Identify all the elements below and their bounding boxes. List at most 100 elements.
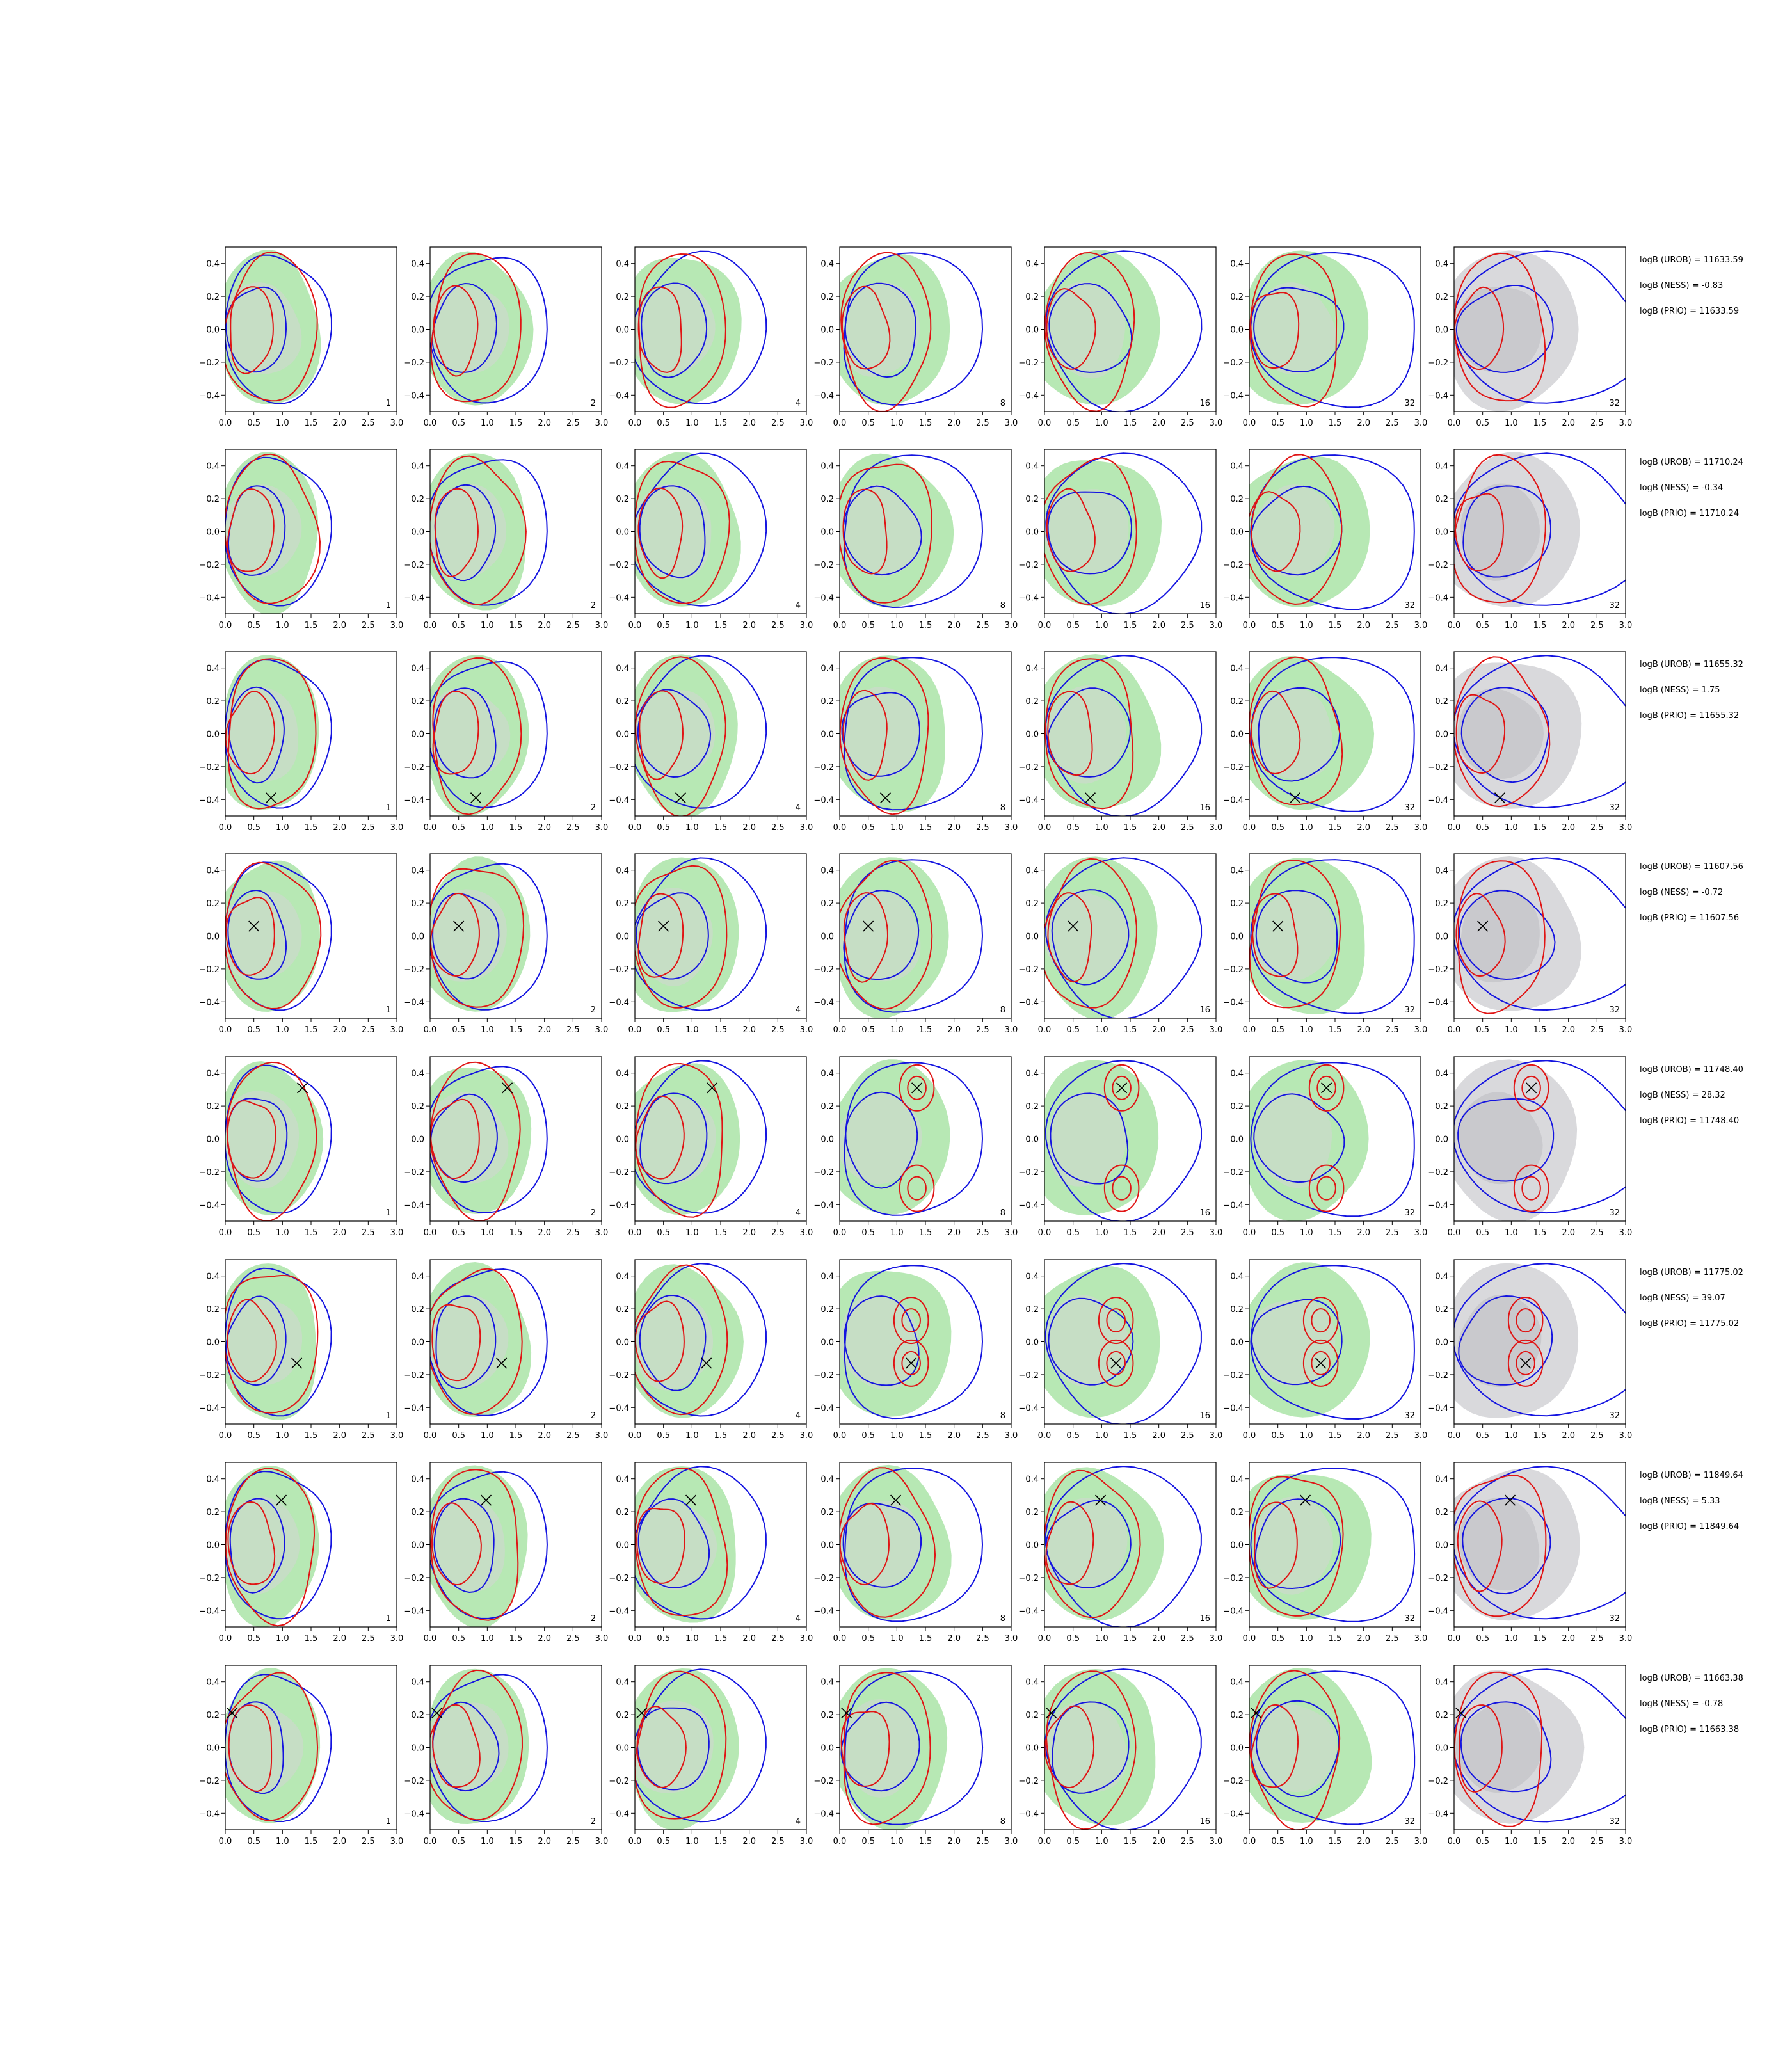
x-tick-label: 0.5 [452, 823, 465, 833]
y-tick-label: −0.2 [1223, 1168, 1244, 1178]
x-tick-label: 2.5 [1590, 1228, 1604, 1238]
panel-r7-c2: 0.0 0.5 1.0 1.5 2.0 2.5 3.0 0.4 0.2 0.0 −0.2 −0.4 2 [404, 1462, 608, 1644]
x-tick-label: 2.5 [1590, 1634, 1604, 1644]
density-fill-inner [1457, 688, 1544, 779]
panel-grid: 0.0 0.5 1.0 1.5 2.0 2.5 3.00.40.20.0−0.2−0.410… [199, 246, 1632, 1846]
x-tick-label: 0.5 [657, 823, 670, 833]
true-value-marker [685, 1494, 697, 1506]
panel-count-label: 1 [386, 1817, 391, 1827]
y-tick-label: 0.0 [616, 326, 629, 335]
x-tick-label: 2.5 [566, 1837, 580, 1846]
red-contour-mode-outer [1103, 1064, 1140, 1112]
x-tick-label: 0.5 [1476, 823, 1489, 833]
x-tick-label: 0.5 [1066, 1431, 1080, 1441]
panel-count-label: 8 [1000, 601, 1005, 611]
panel-count-label: 4 [796, 1817, 801, 1827]
panel-r7-c6: 0.0 0.5 1.0 1.5 2.0 2.5 3.0 0.4 0.2 0.0 −0.2 −0.4 32 [1223, 1462, 1427, 1644]
panel-r2-c6: 0.0 0.5 1.0 1.5 2.0 2.5 3.0 0.4 0.2 0.0 −0.2 −0.4 32 [1223, 449, 1427, 630]
true-value-marker [480, 1494, 492, 1506]
y-tick-label: 0.2 [1025, 495, 1039, 504]
y-tick-label: 0.2 [411, 1711, 424, 1720]
x-tick-label: 1.5 [1124, 1431, 1137, 1441]
y-tick-label: −0.2 [199, 561, 220, 570]
x-tick-label: 2.0 [333, 823, 346, 833]
panel-r1-c3: 0.0 0.5 1.0 1.5 2.0 2.5 3.0 0.4 0.2 0.0 −0.2 −0.4 4 [609, 246, 813, 428]
blue-contour-inner [842, 1502, 922, 1588]
x-tick-label: 1.5 [509, 419, 523, 428]
x-tick-label: 1.0 [276, 823, 289, 833]
logb-value-text: logB (UROB) = 11775.02 [1640, 1268, 1743, 1277]
y-tick-label: −0.2 [1018, 1168, 1039, 1178]
blue-contour-outer [1250, 454, 1415, 610]
y-tick-label: −0.4 [1223, 593, 1244, 603]
panel-count-label: 8 [1000, 1817, 1005, 1827]
x-tick-label: 1.0 [685, 419, 699, 428]
x-tick-label: 1.0 [1300, 419, 1313, 428]
x-tick-label: 2.0 [1152, 621, 1165, 630]
y-tick-label: 0.2 [616, 1102, 629, 1112]
x-tick-label: 1.5 [1329, 823, 1342, 833]
x-tick-label: 0.0 [1038, 1228, 1052, 1238]
density-fill-inner [841, 282, 920, 377]
x-tick-label: 1.5 [1329, 1837, 1342, 1846]
x-tick-label: 1.5 [714, 1837, 728, 1846]
y-tick-label: 0.0 [616, 1541, 629, 1551]
y-tick-label: −0.4 [813, 796, 834, 805]
red-contour-mode-outer [1098, 1339, 1134, 1387]
x-tick-label: 2.0 [538, 1837, 551, 1846]
panel-count-label: 8 [1000, 1005, 1005, 1015]
panel-count-label: 2 [591, 399, 596, 408]
logb-value-text: logB (NESS) = -0.83 [1640, 281, 1723, 291]
true-value-marker [1094, 1494, 1107, 1506]
blue-contour-inner [1256, 1700, 1340, 1798]
x-tick-label: 1.5 [1533, 621, 1547, 630]
x-tick-label: 2.5 [362, 1431, 375, 1441]
red-contour-outer [635, 460, 730, 604]
y-tick-label: 0.0 [411, 1135, 424, 1145]
panel-r1-c6: 0.0 0.5 1.0 1.5 2.0 2.5 3.0 0.4 0.2 0.0 −0.2 −0.4 32 [1223, 246, 1427, 428]
red-contour-outer [638, 253, 726, 408]
panel-count-label: 16 [1199, 1005, 1210, 1015]
y-tick-label: −0.2 [199, 965, 220, 975]
true-value-marker [1526, 1082, 1537, 1094]
x-tick-label: 0.5 [1066, 1228, 1080, 1238]
x-tick-label: 3.0 [1005, 621, 1018, 630]
x-tick-label: 1.5 [305, 1837, 318, 1846]
blue-contour-outer [844, 1062, 984, 1216]
y-tick-label: −0.4 [1428, 1404, 1448, 1413]
y-tick-label: −0.4 [813, 998, 834, 1007]
y-tick-label: 0.0 [206, 1744, 220, 1754]
x-tick-label: 2.5 [362, 419, 375, 428]
red-contour-inner [434, 488, 479, 577]
logb-value-text: logB (PRIO) = 11710.24 [1640, 509, 1739, 518]
red-contour-mode-outer [1308, 1164, 1345, 1212]
x-tick-label: 1.0 [890, 823, 904, 833]
panel-r1-c1: 0.0 0.5 1.0 1.5 2.0 2.5 3.0 0.4 0.2 0.0 −0.2 −0.4 1 [199, 246, 403, 428]
panel-count-label: 1 [386, 1614, 391, 1624]
x-tick-label: 0.0 [628, 1228, 642, 1238]
blue-contour-outer [225, 254, 333, 404]
x-tick-label: 2.0 [947, 1228, 961, 1238]
panel-r4-c5: 0.0 0.5 1.0 1.5 2.0 2.5 3.0 0.4 0.2 0.0 −0.2 −0.4 16 [1018, 853, 1222, 1035]
red-contour-mode-inner [1516, 1308, 1535, 1333]
y-tick-label: −0.4 [813, 1201, 834, 1210]
x-tick-label: 0.0 [424, 621, 437, 630]
y-tick-label: −0.2 [1428, 965, 1448, 975]
x-tick-label: 2.5 [1386, 1228, 1399, 1238]
x-tick-label: 0.5 [452, 419, 465, 428]
x-tick-label: 1.0 [481, 1228, 494, 1238]
x-tick-label: 1.5 [714, 419, 728, 428]
red-contour-inner [1454, 286, 1505, 371]
y-tick-label: 0.2 [1435, 495, 1448, 504]
x-tick-label: 3.0 [800, 823, 813, 833]
panel-count-label: 1 [386, 1005, 391, 1015]
y-tick-label: 0.4 [206, 1069, 220, 1079]
y-tick-label: 0.2 [1230, 1711, 1244, 1720]
blue-contour-inner [1045, 1500, 1132, 1588]
x-tick-label: 0.0 [1243, 419, 1256, 428]
y-tick-label: 0.4 [206, 1272, 220, 1282]
x-tick-label: 1.5 [1124, 1634, 1137, 1644]
blue-contour-inner [1458, 1295, 1553, 1386]
x-tick-label: 2.5 [566, 1634, 580, 1644]
blue-contour-inner [433, 1498, 495, 1594]
